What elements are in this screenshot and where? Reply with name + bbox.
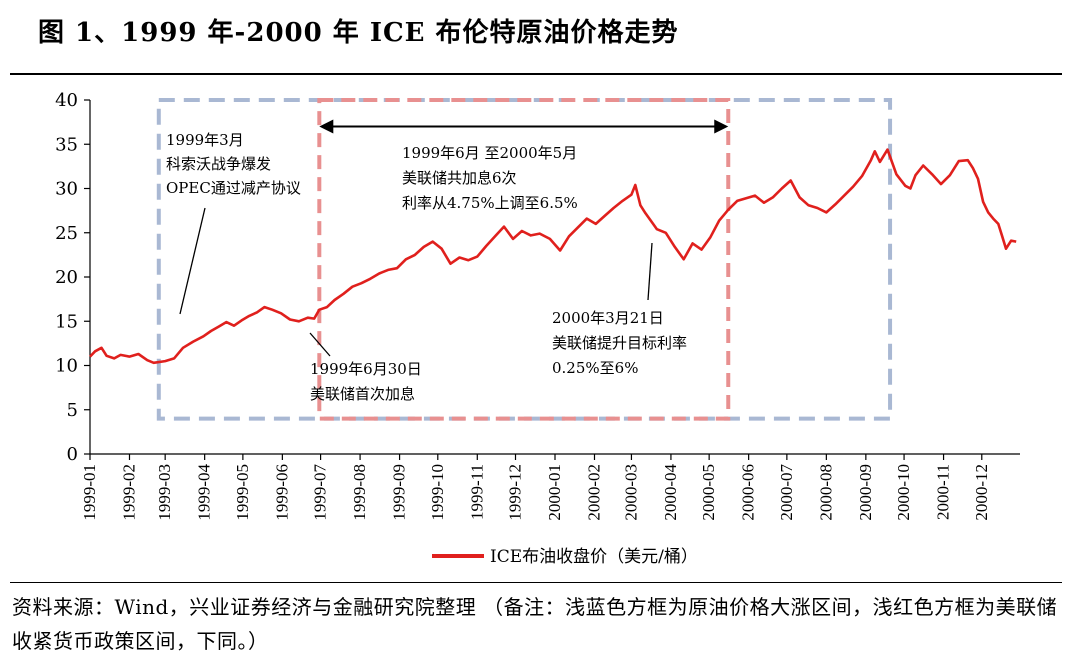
- x-tick-label: 1999-08: [350, 464, 369, 521]
- x-tick-label: 1999-03: [155, 464, 174, 521]
- y-tick-label: 30: [55, 179, 78, 200]
- annotation-2-line-2: 美联储共加息6次: [402, 169, 517, 187]
- price-chart: 0 5 10 15 20 25 30 35 40 1999-01 1999-02 1999-03 199…: [55, 90, 1020, 567]
- annotation-3-line-2: 美联储首次加息: [310, 385, 415, 403]
- y-tick-label: 40: [55, 90, 78, 111]
- y-tick-label: 25: [55, 223, 78, 244]
- source-note: 资料来源：Wind，兴业证券经济与金融研究院整理 （备注：浅蓝色方框为原油价格大…: [12, 595, 1058, 653]
- annotation-1-leader: [179, 207, 206, 315]
- x-tick-label: 1999-04: [195, 464, 214, 521]
- annotation-2-line-3: 利率从4.75%上调至6.5%: [402, 194, 578, 212]
- x-tick-label: 2000-05: [699, 464, 718, 521]
- legend-label: ICE布油收盘价（美元/桶）: [490, 547, 698, 567]
- figure-title: 图 1、1999 年-2000 年 ICE 布伦特原油价格走势: [38, 18, 679, 48]
- annotation-2-line-1: 1999年6月 至2000年5月: [402, 144, 577, 162]
- x-tick-label: 2000-09: [856, 464, 875, 521]
- y-tick-label: 20: [55, 267, 78, 288]
- x-tick-label: 1999-10: [428, 464, 447, 521]
- x-tick-label: 2000-02: [584, 464, 603, 521]
- shaded-regions: [156, 98, 893, 421]
- x-tick-label: 2000-12: [972, 464, 991, 521]
- x-tick-label: 2000-04: [661, 464, 680, 521]
- y-tick-label: 5: [67, 400, 78, 421]
- x-tick-label: 1999-02: [119, 464, 138, 521]
- x-tick-label: 2000-07: [777, 464, 796, 521]
- x-tick-label: 1999-12: [506, 464, 525, 521]
- annotation-1-line-1: 1999年3月: [166, 131, 244, 149]
- legend: ICE布油收盘价（美元/桶）: [432, 547, 698, 567]
- x-tick-label: 1999-06: [272, 464, 291, 521]
- shaded-region-fed-tightening: [317, 98, 731, 421]
- x-tick-label: 2000-11: [934, 464, 953, 520]
- annotation-1-line-3: OPEC通过减产协议: [166, 179, 301, 197]
- annotation-3-leader: [309, 332, 331, 357]
- series-layer: [89, 148, 1017, 365]
- x-tick-label: 1999-01: [80, 464, 99, 521]
- annotation-4-leader: [647, 242, 653, 301]
- range-arrow-left-head: [319, 119, 334, 134]
- x-tick-label: 2000-06: [739, 464, 758, 521]
- y-tick-label: 15: [55, 311, 78, 332]
- chart-axes: 0 5 10 15 20 25 30 35 40 1999-01 1999-02 1999-03 199…: [55, 90, 1020, 521]
- x-tick-label: 2000-10: [894, 464, 913, 521]
- x-tick-label: 2000-01: [545, 464, 564, 521]
- source-divider: [10, 582, 1062, 583]
- y-tick-label: 10: [55, 356, 78, 377]
- series-line-brent: [89, 148, 1017, 365]
- x-tick-label: 1999-07: [311, 464, 330, 521]
- annotation-3-line-1: 1999年6月30日: [310, 360, 422, 378]
- x-tick-label: 2000-08: [816, 464, 835, 521]
- x-tick-label: 1999-09: [390, 464, 409, 521]
- annotation-4-line-3: 0.25%至6%: [552, 359, 638, 377]
- y-tick-label: 35: [55, 134, 78, 155]
- range-arrow-right-head: [714, 119, 729, 134]
- title-divider: [10, 73, 1062, 75]
- annotation-4-line-1: 2000年3月21日: [552, 309, 664, 327]
- annotation-1-line-2: 科索沃战争爆发: [166, 155, 271, 173]
- x-tick-label: 1999-11: [467, 464, 486, 520]
- x-tick-label: 1999-05: [233, 464, 252, 521]
- x-tick-label: 2000-03: [621, 464, 640, 521]
- annotation-4-line-2: 美联储提升目标利率: [552, 334, 687, 352]
- y-tick-label: 0: [67, 444, 78, 465]
